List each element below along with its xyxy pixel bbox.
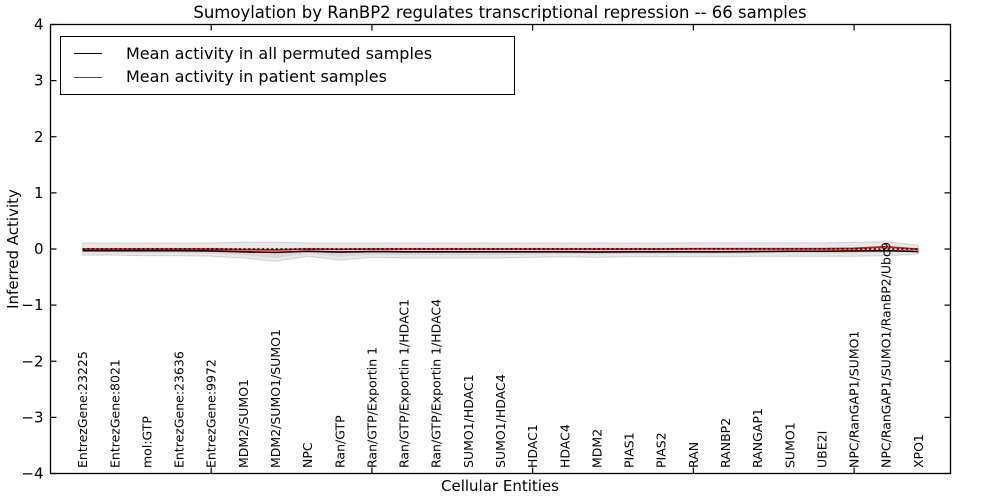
x-category-label: Ran/GTP [332,415,347,468]
y-tick-label: −4 [21,465,43,483]
x-category-label: Ran/GTP/Exportin 1 [364,347,379,468]
x-category-label: RAN [686,442,701,468]
x-category-label: Ran/GTP/Exportin 1/HDAC1 [397,299,412,468]
y-tick-label: 4 [34,16,44,34]
x-category-label: HDAC1 [525,424,540,468]
x-category-label: EntrezGene:23225 [75,351,90,468]
x-category-label: NPC/RanGAP1/SUMO1 [847,331,862,468]
legend-label-permuted: Mean activity in all permuted samples [126,43,433,63]
x-category-label: SUMO1/HDAC4 [493,374,508,468]
y-axis-label: Inferred Activity [4,189,22,309]
legend-line-swatch-permuted [74,53,102,55]
y-tick-label: −3 [21,408,43,426]
x-category-label: UBE2I [814,431,829,468]
y-tick-label: 0 [34,240,44,258]
legend-label-patient: Mean activity in patient samples [126,67,387,87]
x-category-label: EntrezGene:23636 [172,351,187,468]
y-tick-label: 1 [34,184,44,202]
x-category-label: PIAS1 [622,432,637,468]
legend-item-patient: Mean activity in patient samples [61,68,514,86]
x-category-label: XPO1 [911,434,926,468]
x-category-label: MDM2 [589,429,604,468]
x-category-label: HDAC4 [557,424,572,468]
band-inner [82,248,919,258]
legend: Mean activity in all permuted samples Me… [60,36,515,95]
legend-line-swatch-patient [74,76,102,78]
chart-title: Sumoylation by RanBP2 regulates transcri… [193,3,807,22]
y-tick-label: 2 [34,128,44,146]
line-permuted-mean [82,249,919,254]
x-category-label: RANGAP1 [750,408,765,468]
x-category-label: MDM2/SUMO1/SUMO1 [268,329,283,468]
x-category-label: NPC [300,442,315,468]
x-category-label: Ran/GTP/Exportin 1/HDAC4 [429,299,444,468]
x-category-label: EntrezGene:8021 [107,359,122,468]
y-tick-label: 3 [34,72,44,90]
x-category-label: SUMO1/HDAC1 [461,374,476,468]
x-category-label: EntrezGene:9972 [204,359,219,468]
x-axis-label: Cellular Entities [441,477,559,495]
legend-item-permuted: Mean activity in all permuted samples [61,45,514,63]
y-tick-label: −2 [21,352,43,370]
y-tick-label: −1 [21,296,43,314]
x-category-label: RANBP2 [718,418,733,468]
x-category-label: MDM2/SUMO1 [236,379,251,468]
x-category-label: NPC/RanGAP1/SUMO1/RanBP2/Ubc9 [879,242,894,468]
x-category-label: PIAS2 [654,432,669,468]
x-category-label: SUMO1 [782,422,797,468]
x-category-label: mol:GTP [139,416,154,468]
